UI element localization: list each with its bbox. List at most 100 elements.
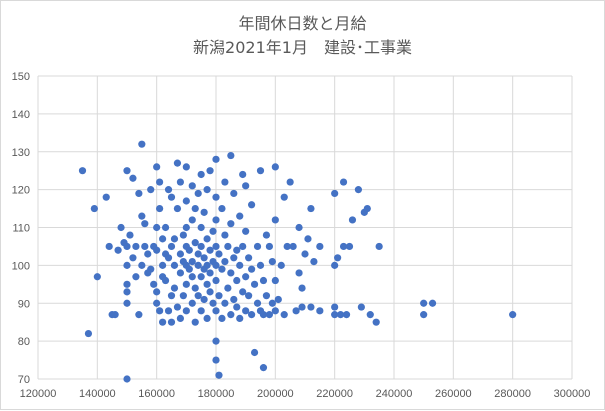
data-point	[191, 284, 199, 292]
data-point	[236, 314, 244, 322]
data-point	[191, 318, 199, 326]
data-point	[339, 178, 348, 186]
data-point	[129, 254, 137, 262]
y-tick-label: 150	[12, 71, 30, 83]
data-point	[84, 329, 93, 338]
y-tick-label: 130	[12, 147, 30, 159]
data-point	[159, 318, 167, 326]
data-point	[250, 280, 259, 288]
data-point	[316, 307, 324, 315]
data-point	[248, 201, 256, 209]
data-point	[212, 216, 220, 224]
data-point	[215, 250, 223, 258]
data-point	[339, 242, 348, 251]
data-point	[212, 242, 220, 251]
data-point	[372, 318, 380, 326]
data-point	[159, 235, 167, 243]
data-point	[245, 292, 253, 300]
data-point	[259, 364, 268, 372]
data-point	[167, 242, 176, 251]
data-point	[342, 311, 351, 319]
data-point	[357, 303, 365, 311]
data-point	[227, 220, 235, 228]
data-point	[153, 246, 161, 254]
data-point	[164, 254, 173, 262]
data-point	[182, 307, 190, 315]
data-point	[123, 242, 131, 251]
data-point	[200, 254, 208, 262]
data-point	[203, 280, 211, 288]
data-point	[253, 242, 262, 251]
data-point	[182, 223, 190, 232]
data-point	[233, 246, 241, 254]
data-point	[153, 163, 161, 171]
data-point	[218, 265, 226, 273]
data-point	[188, 299, 196, 307]
data-point	[167, 318, 176, 326]
data-point	[298, 303, 306, 311]
data-point	[161, 276, 170, 285]
data-point	[188, 216, 196, 224]
data-point	[363, 204, 371, 213]
data-point	[262, 292, 271, 300]
data-point	[123, 299, 131, 307]
data-point	[206, 246, 214, 254]
data-point	[138, 212, 146, 220]
data-point	[206, 288, 214, 296]
data-point	[173, 159, 182, 167]
data-point	[242, 182, 250, 190]
data-point	[164, 186, 173, 194]
data-point	[164, 307, 173, 315]
data-point	[167, 193, 176, 201]
data-point	[337, 311, 345, 319]
data-point	[259, 311, 268, 319]
data-point	[194, 250, 202, 258]
data-point	[144, 250, 152, 258]
data-point	[271, 307, 279, 315]
data-point	[239, 242, 247, 251]
data-point	[239, 288, 247, 296]
data-point	[203, 261, 211, 269]
data-point	[295, 223, 303, 232]
data-point	[271, 276, 279, 285]
data-point	[170, 261, 179, 269]
data-point	[150, 280, 158, 288]
data-point	[167, 292, 176, 300]
y-tick-label: 80	[18, 336, 30, 348]
data-point	[265, 242, 273, 251]
data-point	[153, 288, 161, 296]
data-point	[242, 273, 250, 281]
data-point	[132, 273, 140, 281]
data-point	[248, 311, 256, 319]
data-point	[197, 170, 205, 179]
data-point	[117, 223, 125, 232]
data-point	[316, 242, 324, 251]
data-point	[375, 242, 383, 251]
data-point	[265, 311, 273, 319]
data-point	[428, 299, 437, 307]
y-tick-label: 110	[12, 223, 30, 235]
data-point	[221, 231, 229, 239]
data-point	[286, 178, 294, 186]
data-point	[310, 257, 318, 266]
data-point	[236, 212, 244, 220]
x-tick-label: 260000	[435, 388, 472, 400]
data-point	[170, 235, 179, 243]
data-point	[90, 204, 98, 213]
data-point	[420, 311, 428, 319]
data-point	[221, 178, 229, 186]
data-point	[209, 227, 217, 235]
data-point	[509, 311, 517, 319]
data-point	[280, 311, 288, 319]
data-point	[262, 231, 271, 239]
data-point	[176, 269, 184, 277]
data-point	[200, 208, 208, 216]
data-point	[93, 273, 101, 281]
data-point	[114, 246, 122, 254]
data-point	[206, 167, 214, 175]
y-tick-label: 120	[12, 185, 30, 197]
data-point	[203, 235, 211, 243]
data-point	[156, 178, 164, 186]
data-point	[212, 261, 220, 269]
